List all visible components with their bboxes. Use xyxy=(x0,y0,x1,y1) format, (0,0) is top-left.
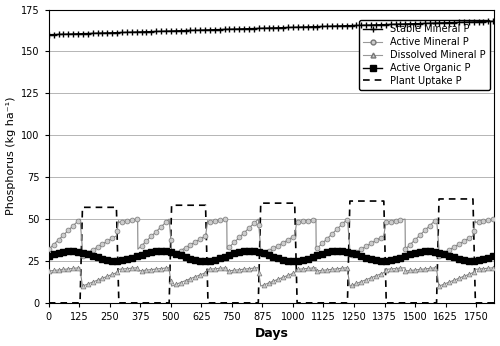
Y-axis label: Phosphorus (kg ha⁻¹): Phosphorus (kg ha⁻¹) xyxy=(6,97,16,216)
Legend: Stable Mineral P, Active Mineral P, Dissolved Mineral P, Active Organic P, Plant: Stable Mineral P, Active Mineral P, Diss… xyxy=(359,20,490,90)
X-axis label: Days: Days xyxy=(254,327,288,340)
